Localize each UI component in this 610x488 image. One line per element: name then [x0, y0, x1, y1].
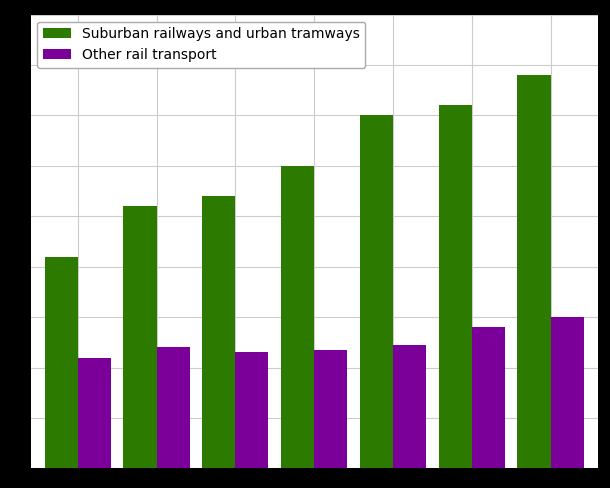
Bar: [550, 317, 584, 468]
Bar: [157, 347, 190, 468]
Bar: [45, 257, 77, 468]
Bar: [517, 75, 550, 468]
Bar: [472, 327, 505, 468]
Bar: [439, 105, 472, 468]
Bar: [314, 350, 347, 468]
Bar: [203, 196, 235, 468]
Legend: Suburban railways and urban tramways, Other rail transport: Suburban railways and urban tramways, Ot…: [37, 21, 365, 68]
Bar: [235, 352, 268, 468]
Bar: [360, 116, 393, 468]
Bar: [123, 206, 157, 468]
Bar: [393, 345, 426, 468]
Bar: [281, 166, 314, 468]
Bar: [77, 358, 111, 468]
